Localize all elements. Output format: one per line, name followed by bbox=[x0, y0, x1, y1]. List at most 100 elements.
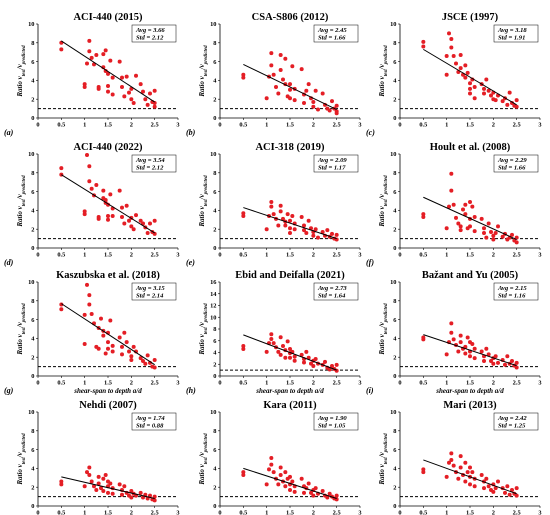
y-axis-label: Ratio vtest/vpredicted bbox=[198, 433, 209, 486]
data-point bbox=[283, 56, 288, 61]
y-tick-label: 10 bbox=[28, 409, 34, 416]
data-point bbox=[311, 104, 316, 109]
data-point bbox=[288, 346, 292, 351]
data-point bbox=[421, 214, 426, 219]
data-point bbox=[276, 91, 281, 96]
x-tick-label: 1.5 bbox=[466, 122, 474, 129]
data-point bbox=[290, 64, 295, 69]
chart-panel-4: ACI-440 (2022) 0 2 4 6 8 10 0 0.5 1 1.5 2 2.5 3 Ratio … bbox=[4, 142, 180, 267]
y-tick-label: 10 bbox=[28, 279, 34, 286]
y-tick-label: 2 bbox=[393, 354, 396, 361]
y-tick-label: 10 bbox=[28, 21, 34, 28]
data-point bbox=[134, 73, 138, 78]
y-tick-label: 6 bbox=[393, 317, 397, 324]
data-point bbox=[141, 89, 145, 94]
data-point bbox=[99, 316, 103, 321]
x-tick-label: 1.5 bbox=[104, 510, 112, 515]
x-tick-label: 2.5 bbox=[513, 380, 521, 387]
data-point bbox=[330, 364, 334, 369]
y-axis-label: Ratio vtest/vpredicted bbox=[16, 175, 27, 228]
data-point bbox=[484, 235, 489, 240]
data-point bbox=[241, 75, 246, 80]
x-tick-label: 2 bbox=[130, 122, 133, 129]
data-point bbox=[325, 228, 330, 233]
stats-box bbox=[493, 412, 539, 431]
x-axis-label: shear-span to depth a/d bbox=[435, 387, 504, 395]
data-point bbox=[311, 233, 316, 238]
data-point bbox=[101, 488, 106, 493]
data-point bbox=[292, 354, 297, 359]
data-point bbox=[421, 470, 426, 475]
data-point bbox=[269, 332, 274, 337]
x-tick-label: 3 bbox=[538, 122, 541, 129]
x-tick-label: 2 bbox=[492, 380, 495, 387]
data-point bbox=[454, 215, 458, 220]
stats-box bbox=[493, 154, 539, 173]
chart-title: Kaszubska et al. (2018) bbox=[56, 270, 160, 281]
data-point bbox=[468, 91, 472, 96]
data-point bbox=[325, 495, 330, 500]
stat-std: Std = 2.14 bbox=[136, 293, 164, 300]
y-tick-label: 2 bbox=[393, 484, 396, 491]
data-point bbox=[500, 99, 505, 104]
x-tick-label: 1.5 bbox=[286, 122, 294, 129]
y-tick-label: 4 bbox=[393, 208, 397, 215]
data-point bbox=[421, 467, 426, 472]
y-tick-label: 4 bbox=[31, 466, 35, 473]
panel-label: (f) bbox=[366, 258, 374, 267]
data-point bbox=[449, 37, 454, 42]
data-point bbox=[82, 342, 87, 347]
data-point bbox=[145, 102, 150, 107]
data-point bbox=[106, 217, 110, 222]
data-point bbox=[87, 302, 92, 307]
data-point bbox=[285, 339, 290, 344]
data-point bbox=[117, 335, 122, 340]
data-point bbox=[89, 311, 94, 316]
data-point bbox=[241, 470, 246, 475]
y-tick-label: 0 bbox=[31, 503, 34, 510]
data-point bbox=[281, 216, 285, 221]
data-point bbox=[110, 349, 115, 354]
y-tick-label: 4 bbox=[393, 78, 397, 85]
data-point bbox=[302, 100, 306, 105]
data-point bbox=[274, 84, 278, 89]
data-point bbox=[278, 209, 283, 214]
y-tick-label: 4 bbox=[31, 208, 35, 215]
data-point bbox=[313, 88, 318, 93]
data-point bbox=[241, 211, 246, 216]
x-tick-label: 0 bbox=[398, 510, 401, 515]
y-tick-label: 6 bbox=[213, 447, 217, 454]
data-point bbox=[461, 207, 465, 212]
stat-std: Std = 1.66 bbox=[498, 165, 526, 172]
data-point bbox=[129, 488, 134, 493]
y-tick-label: 0 bbox=[393, 115, 396, 122]
data-point bbox=[101, 188, 106, 193]
data-point bbox=[110, 491, 115, 496]
data-point bbox=[491, 361, 496, 366]
chart-title: Hoult et al. (2008) bbox=[430, 142, 511, 153]
x-tick-label: 2.5 bbox=[333, 510, 341, 515]
x-tick-label: 1.5 bbox=[466, 510, 474, 515]
panel-label: (b) bbox=[186, 128, 196, 137]
stat-avg: Avg = 2.45 bbox=[317, 27, 347, 34]
data-point bbox=[129, 224, 134, 229]
x-tick-label: 2 bbox=[130, 252, 133, 259]
data-point bbox=[482, 358, 486, 363]
data-point bbox=[89, 186, 94, 191]
data-point bbox=[278, 335, 283, 340]
data-point bbox=[117, 188, 122, 193]
data-point bbox=[120, 492, 124, 497]
data-point bbox=[306, 481, 311, 486]
data-point bbox=[110, 214, 115, 219]
data-point bbox=[421, 212, 426, 217]
data-point bbox=[463, 63, 468, 68]
data-point bbox=[85, 282, 89, 287]
data-point bbox=[458, 340, 463, 345]
data-point bbox=[489, 230, 493, 235]
y-tick-label: 4 bbox=[393, 466, 397, 473]
data-point bbox=[292, 98, 297, 103]
x-tick-label: 3 bbox=[176, 252, 179, 259]
data-point bbox=[456, 349, 461, 354]
data-point bbox=[309, 490, 313, 495]
y-tick-label: 2 bbox=[213, 226, 216, 233]
